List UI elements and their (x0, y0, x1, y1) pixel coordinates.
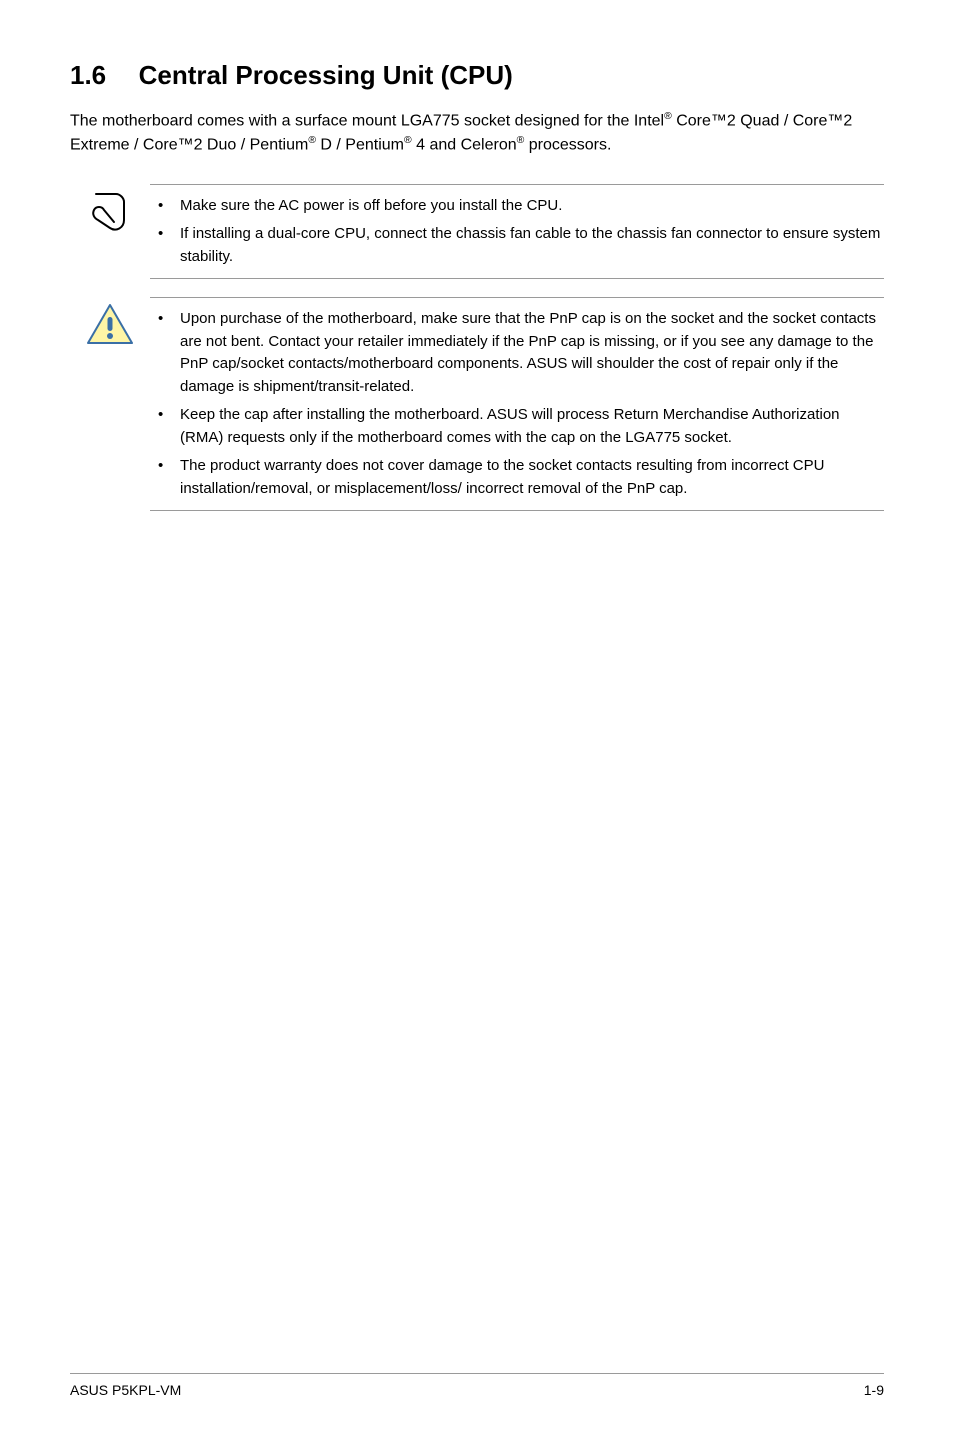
bullet-marker: • (150, 308, 180, 398)
note-clip-icon (86, 188, 134, 236)
note-icon-column (70, 184, 150, 236)
page-footer: ASUS P5KPL-VM 1-9 (70, 1373, 884, 1398)
section-number: 1.6 (70, 60, 106, 91)
caution-block: • Upon purchase of the motherboard, make… (70, 297, 884, 511)
section-heading: 1.6 Central Processing Unit (CPU) (70, 60, 884, 91)
note-bullet-text: If installing a dual-core CPU, connect t… (180, 223, 884, 268)
caution-icon-column (70, 297, 150, 349)
caution-bullet-text: The product warranty does not cover dama… (180, 455, 884, 500)
caution-triangle-icon (84, 301, 136, 349)
note-text-column: • Make sure the AC power is off before y… (150, 184, 884, 280)
bullet-marker: • (150, 223, 180, 268)
note-block: • Make sure the AC power is off before y… (70, 184, 884, 280)
bullet-marker: • (150, 404, 180, 449)
bullet-marker: • (150, 195, 180, 218)
intro-paragraph: The motherboard comes with a surface mou… (70, 109, 884, 158)
note-bullet-item: • Make sure the AC power is off before y… (150, 195, 884, 218)
footer-right: 1-9 (864, 1382, 884, 1398)
caution-bullet-text: Upon purchase of the motherboard, make s… (180, 308, 884, 398)
note-bullet-text: Make sure the AC power is off before you… (180, 195, 884, 218)
footer-left: ASUS P5KPL-VM (70, 1382, 181, 1398)
bullet-marker: • (150, 455, 180, 500)
caution-bullet-item: • Keep the cap after installing the moth… (150, 404, 884, 449)
caution-bullet-item: • Upon purchase of the motherboard, make… (150, 308, 884, 398)
caution-text-column: • Upon purchase of the motherboard, make… (150, 297, 884, 511)
note-bullet-item: • If installing a dual-core CPU, connect… (150, 223, 884, 268)
caution-bullet-item: • The product warranty does not cover da… (150, 455, 884, 500)
caution-bullet-text: Keep the cap after installing the mother… (180, 404, 884, 449)
section-title: Central Processing Unit (CPU) (139, 60, 513, 90)
